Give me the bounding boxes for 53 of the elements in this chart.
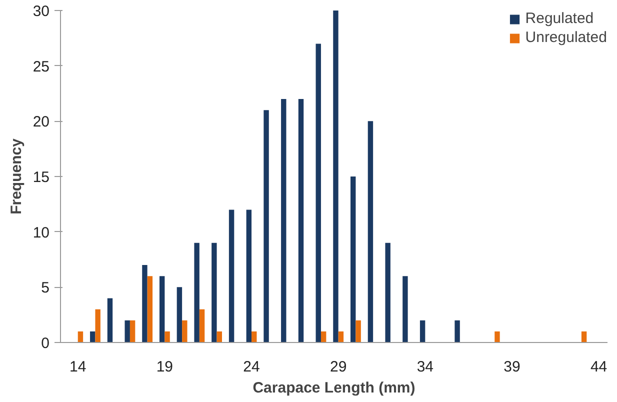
legend-label: Regulated bbox=[525, 10, 594, 27]
bar bbox=[454, 320, 460, 342]
bar bbox=[368, 121, 374, 342]
bar bbox=[228, 210, 234, 342]
bar bbox=[164, 331, 170, 342]
legend-label: Unregulated bbox=[525, 29, 607, 46]
y-tick-label: 30 bbox=[32, 3, 50, 20]
x-tick-label: 29 bbox=[330, 358, 347, 376]
bar bbox=[159, 276, 165, 342]
y-axis-title: Frequency bbox=[8, 138, 25, 214]
y-tick-label: 20 bbox=[32, 114, 50, 131]
bar bbox=[281, 99, 286, 342]
bar bbox=[494, 331, 500, 342]
bar bbox=[298, 99, 304, 342]
x-tick-label: 34 bbox=[416, 358, 434, 376]
bar bbox=[264, 110, 269, 342]
bar bbox=[182, 320, 188, 342]
bar bbox=[78, 331, 84, 342]
bar bbox=[199, 309, 205, 342]
bar bbox=[246, 210, 252, 342]
x-axis-title: Carapace Length (mm) bbox=[252, 380, 416, 396]
bar bbox=[212, 242, 217, 342]
bar bbox=[402, 276, 408, 342]
bar bbox=[90, 331, 96, 342]
x-tick-label: 39 bbox=[504, 358, 520, 376]
y-tick-label: 0 bbox=[41, 335, 50, 352]
bar bbox=[95, 309, 100, 342]
x-tick-label: 14 bbox=[70, 358, 86, 376]
bar bbox=[216, 331, 222, 342]
bar bbox=[385, 242, 390, 342]
bar bbox=[333, 10, 338, 342]
bar bbox=[320, 331, 326, 342]
bar bbox=[581, 331, 587, 342]
y-tick-label: 25 bbox=[32, 58, 50, 76]
bar bbox=[130, 320, 136, 342]
x-tick-label: 24 bbox=[243, 358, 260, 376]
y-tick-label: 10 bbox=[32, 224, 50, 242]
bar bbox=[338, 331, 344, 342]
x-tick-label: 44 bbox=[590, 358, 608, 376]
x-tick-label: 19 bbox=[156, 358, 174, 376]
bar bbox=[356, 320, 361, 342]
bar bbox=[142, 265, 148, 342]
bar bbox=[124, 320, 130, 342]
bar bbox=[107, 298, 113, 342]
y-tick-label: 5 bbox=[41, 280, 50, 297]
y-tick-label: 15 bbox=[32, 169, 50, 186]
bar bbox=[147, 276, 153, 342]
bar bbox=[252, 331, 257, 342]
bar bbox=[194, 242, 200, 342]
bar bbox=[176, 287, 182, 342]
bar bbox=[350, 176, 356, 342]
bar bbox=[316, 44, 321, 342]
bar bbox=[420, 320, 426, 342]
